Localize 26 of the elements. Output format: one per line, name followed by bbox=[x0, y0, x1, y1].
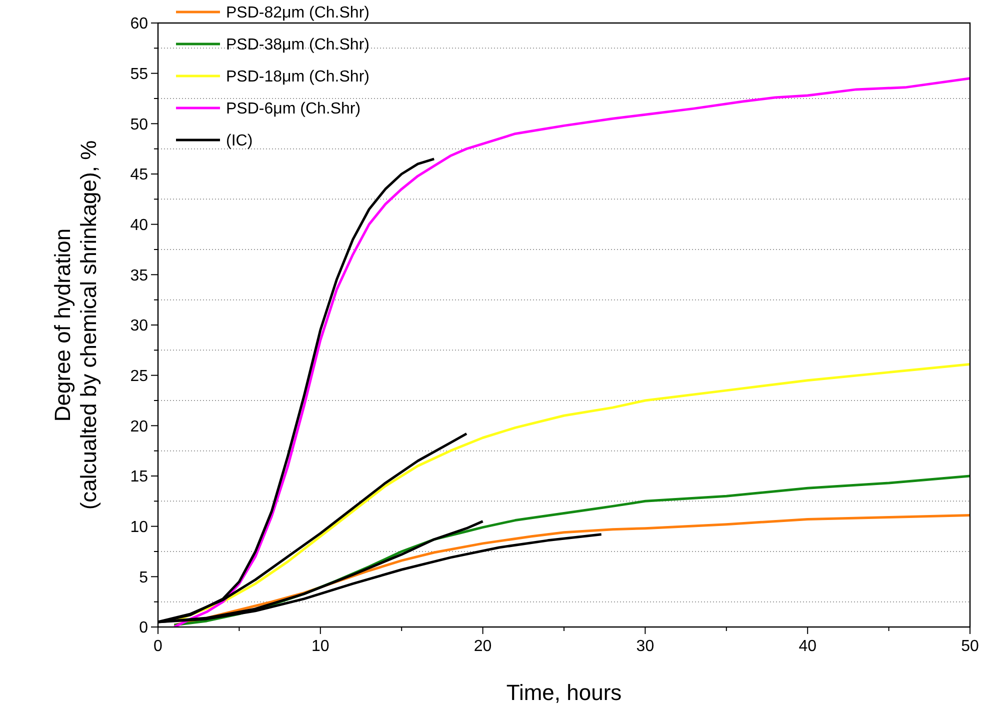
legend-label: PSD-38μm (Ch.Shr) bbox=[226, 36, 370, 54]
legend-label: PSD-18μm (Ch.Shr) bbox=[226, 68, 370, 86]
y-tick-label: 0 bbox=[139, 620, 148, 637]
legend-label: (IC) bbox=[226, 132, 253, 150]
x-tick-label: 20 bbox=[474, 638, 492, 655]
legend-label: PSD-6μm (Ch.Shr) bbox=[226, 100, 361, 118]
y-tick-label: 15 bbox=[130, 468, 148, 486]
x-tick-label: 40 bbox=[798, 638, 817, 655]
y-tick-label: 10 bbox=[130, 518, 148, 536]
y-tick-label: 20 bbox=[130, 418, 148, 436]
y-tick-label: 60 bbox=[130, 16, 148, 33]
x-axis-title: Time, hours bbox=[506, 680, 622, 705]
x-tick-label: 10 bbox=[312, 638, 330, 655]
y-tick-label: 50 bbox=[130, 116, 148, 134]
y-tick-label: 30 bbox=[130, 318, 148, 335]
x-tick-label: 30 bbox=[636, 638, 654, 655]
x-tick-label: 50 bbox=[961, 638, 979, 655]
y-tick-label: 40 bbox=[130, 216, 148, 234]
y-tick-label: 35 bbox=[130, 267, 148, 284]
y-tick-label: 5 bbox=[139, 569, 148, 586]
y-tick-label: 55 bbox=[130, 66, 148, 83]
y-tick-label: 45 bbox=[130, 166, 148, 184]
y-tick-label: 25 bbox=[130, 368, 148, 385]
x-tick-label: 0 bbox=[154, 638, 163, 655]
y-axis-title: Degree of hydration (calcualted by chemical shrinkage), % bbox=[50, 140, 102, 510]
legend-label: PSD-82μm (Ch.Shr) bbox=[226, 4, 370, 22]
